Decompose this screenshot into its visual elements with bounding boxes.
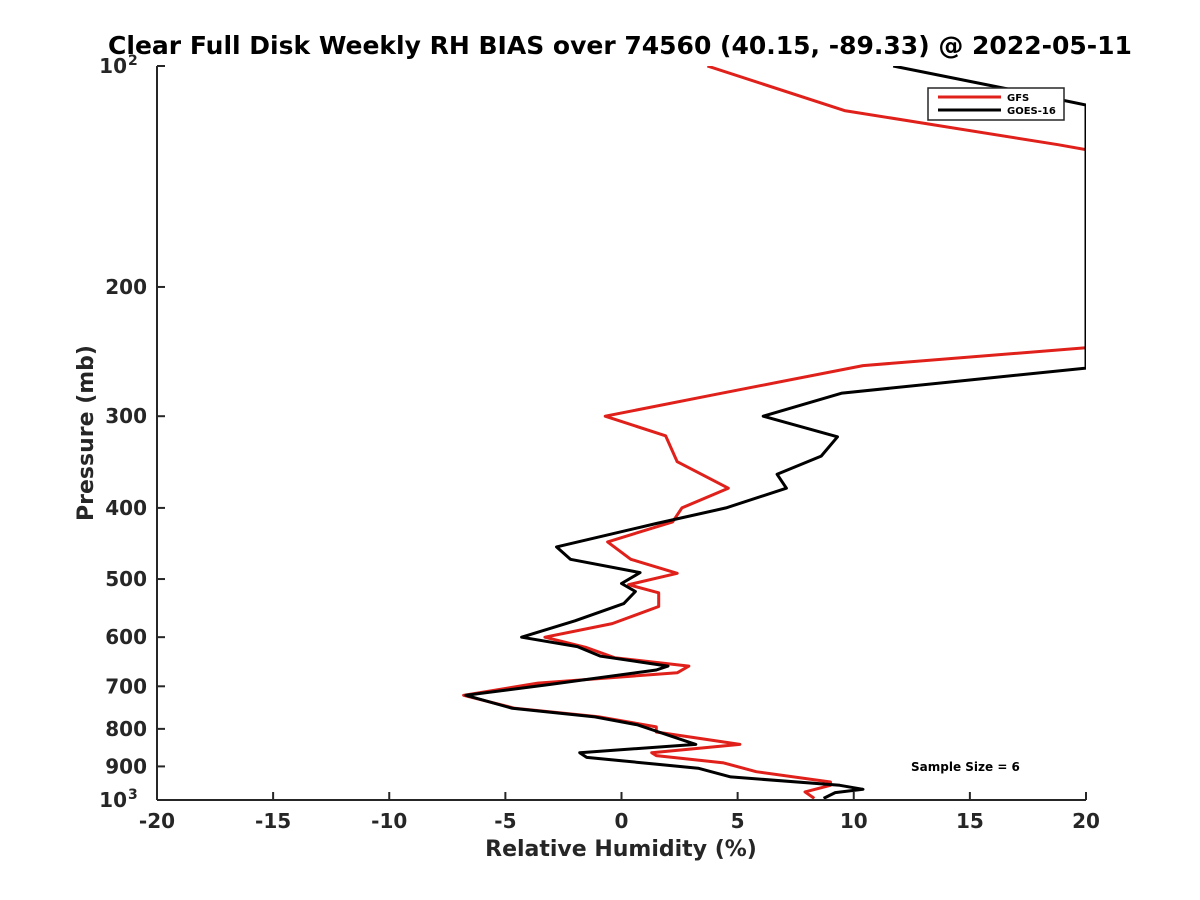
legend-box (927, 87, 1065, 121)
x-tick-label: 0 (615, 809, 629, 833)
legend: GFS GOES-16 (927, 87, 1065, 121)
x-tick-label: -15 (255, 809, 291, 833)
y-tick-label: 800 (105, 717, 147, 741)
y-tick-label: 900 (105, 754, 147, 778)
x-tick-label: 20 (1072, 809, 1100, 833)
y-tick-label: 700 (105, 674, 147, 698)
plot-area (157, 66, 1086, 800)
x-axis-label: Relative Humidity (%) (485, 837, 757, 862)
y-axis-label: Pressure (mb) (74, 345, 99, 521)
y-tick-label: 400 (105, 496, 147, 520)
legend-label-gfs: GFS (1007, 93, 1029, 104)
legend-label-goes16: GOES-16 (1007, 106, 1056, 117)
x-tick-label: 15 (956, 809, 984, 833)
y-tick-label-exponent: 2 (128, 53, 138, 69)
y-tick-label-exponent: 3 (128, 787, 138, 803)
series-line-gfs (462, 66, 1086, 800)
y-tick-label: 10 (99, 54, 127, 78)
x-tick-label: 5 (731, 809, 745, 833)
y-tick-label: 300 (105, 404, 147, 428)
sample-size-annotation: Sample Size = 6 (911, 760, 1020, 774)
series-layer (462, 66, 1086, 800)
y-tick-label: 600 (105, 625, 147, 649)
x-tick-label: -5 (494, 809, 516, 833)
chart-title: Clear Full Disk Weekly RH BIAS over 7456… (108, 31, 1132, 60)
x-tick-label: -10 (371, 809, 407, 833)
x-ticks: -20 -15 -10 -5 0 5 10 15 20 (139, 792, 1100, 833)
y-tick-label: 500 (105, 567, 147, 591)
y-tick-label: 200 (105, 275, 147, 299)
x-tick-label: 10 (840, 809, 868, 833)
x-tick-label: -20 (139, 809, 175, 833)
y-tick-label: 10 (99, 788, 127, 812)
series-line-goes16 (464, 66, 1086, 800)
